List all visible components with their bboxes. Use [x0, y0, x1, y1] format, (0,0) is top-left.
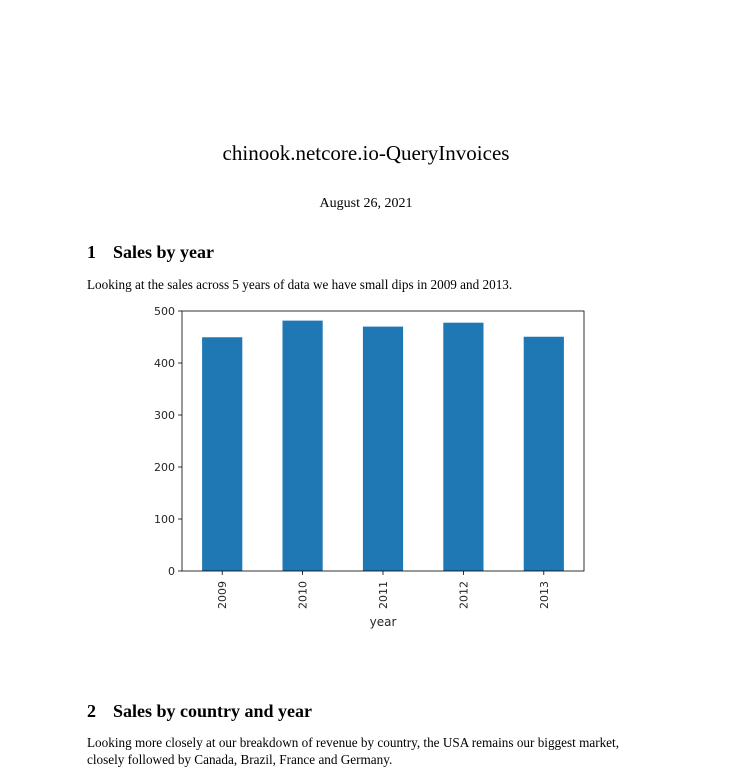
- section-heading-2: 2 Sales by country and year: [87, 701, 312, 722]
- x-tick-label: 2013: [538, 581, 551, 609]
- x-axis-label: year: [370, 615, 397, 629]
- y-tick-label: 500: [154, 305, 175, 318]
- bars-group: [202, 320, 564, 571]
- section-number: 1: [87, 242, 96, 262]
- bar-2009: [202, 337, 243, 571]
- y-tick-label: 400: [154, 357, 175, 370]
- x-axis: 2009 2010 2011 2012 2013: [216, 571, 551, 609]
- y-tick-label: 0: [168, 565, 175, 578]
- document-date: August 26, 2021: [319, 196, 413, 211]
- document-title: chinook.netcore.io-QueryInvoices: [222, 141, 510, 165]
- section-heading-1: 1 Sales by year: [87, 242, 214, 263]
- x-tick-label: 2012: [457, 581, 470, 609]
- x-tick-label: 2010: [297, 581, 310, 609]
- section-1-paragraph: Looking at the sales across 5 years of d…: [87, 277, 513, 292]
- x-tick-label: 2009: [216, 581, 229, 609]
- section-2-paragraph: Looking more closely at our breakdown of…: [87, 735, 619, 767]
- section-number: 2: [87, 701, 96, 721]
- bar-2011: [362, 326, 404, 571]
- y-axis: 0 100 200 300 400 500: [154, 305, 182, 578]
- sales-by-year-chart: 0 100 200 300 400 500 2009 2010 2011 2012 2013 ye…: [154, 305, 585, 629]
- y-tick-label: 100: [154, 513, 175, 526]
- bar-2012: [443, 322, 484, 571]
- x-tick-label: 2011: [377, 581, 390, 609]
- y-tick-label: 200: [154, 461, 175, 474]
- plot-frame: [181, 310, 585, 572]
- bar-2010: [282, 320, 323, 571]
- bar-2013: [523, 336, 564, 571]
- section-title: Sales by country and year: [113, 701, 313, 721]
- section-title: Sales by year: [113, 242, 214, 262]
- y-tick-label: 300: [154, 409, 175, 422]
